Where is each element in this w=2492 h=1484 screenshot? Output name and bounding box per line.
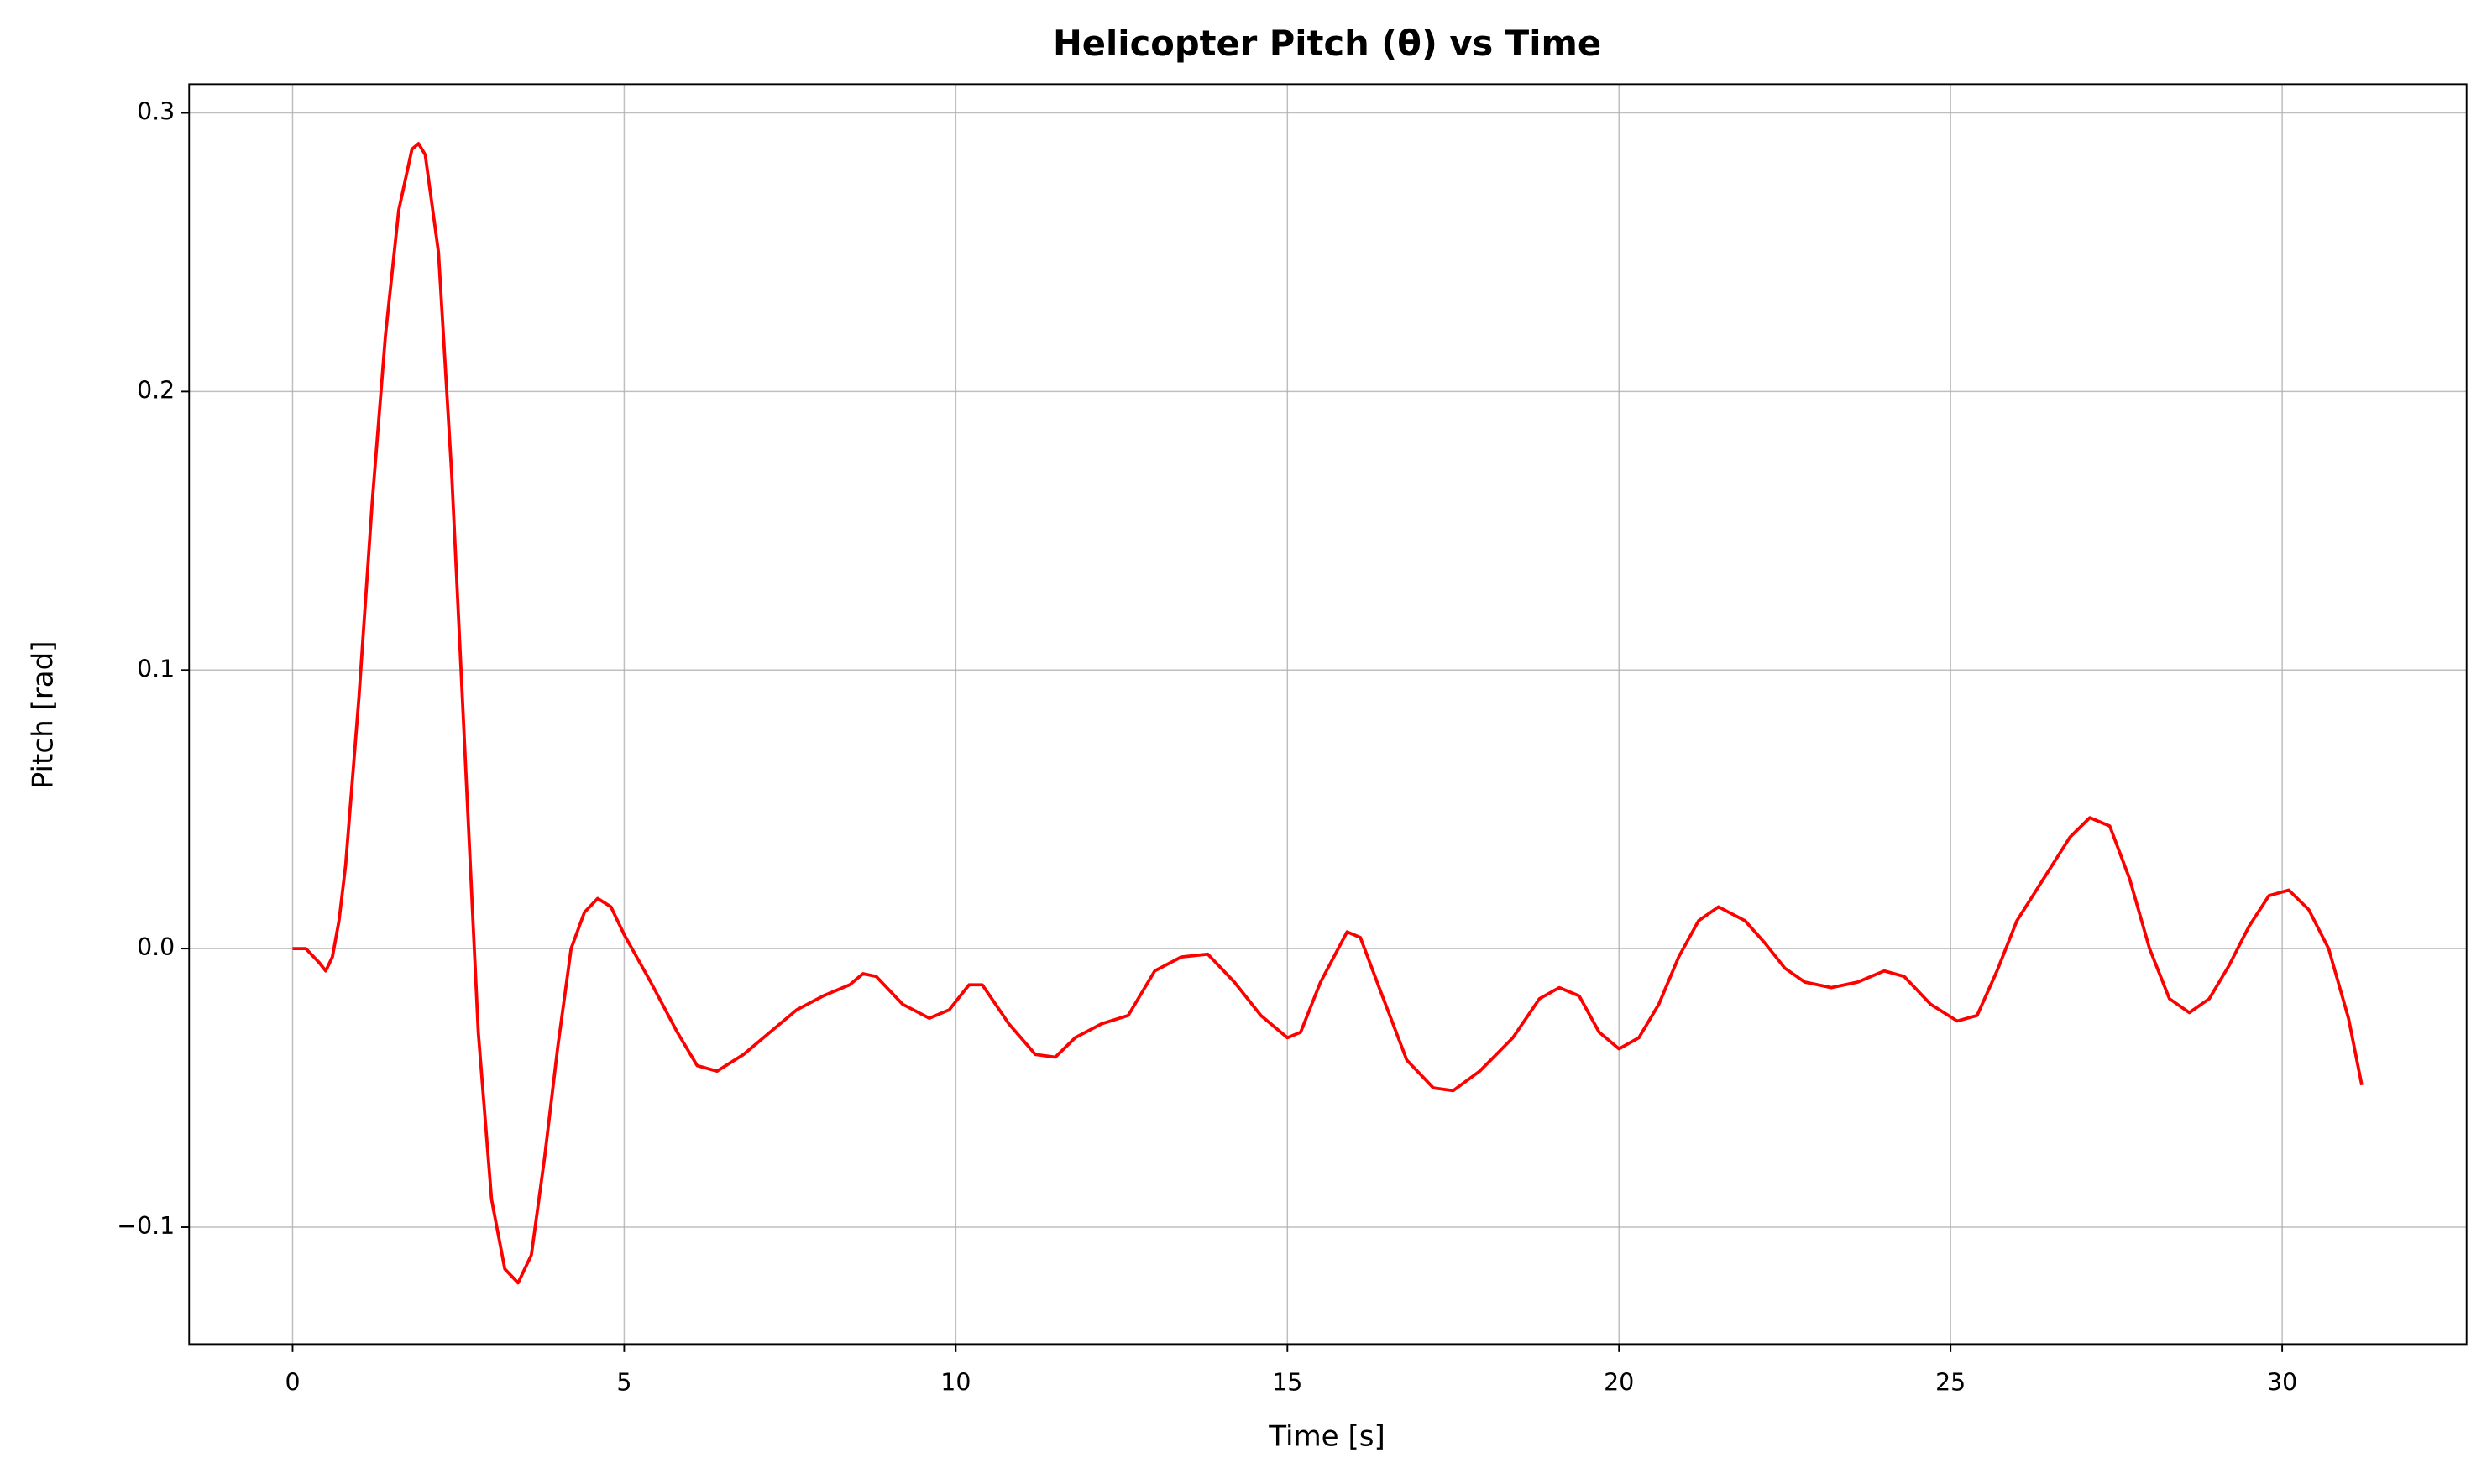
x-tick-label: 25 — [1935, 1369, 1966, 1397]
y-tick-label: 0.1 — [137, 655, 175, 682]
x-axis-label: Time [s] — [1268, 1420, 1385, 1454]
chart-title: Helicopter Pitch (θ) vs Time — [1053, 23, 1601, 64]
y-tick-label: 0.3 — [137, 98, 175, 126]
x-tick-label: 15 — [1272, 1369, 1302, 1397]
y-tick-label: 0.0 — [137, 933, 175, 961]
x-tick-label: 5 — [616, 1369, 631, 1397]
y-tick-label: −0.1 — [117, 1212, 175, 1240]
plot-frame — [188, 83, 2468, 1346]
x-tick-label: 20 — [1604, 1369, 1634, 1397]
y-tick-label: 0.2 — [137, 376, 175, 404]
y-axis-label: Pitch [rad] — [27, 640, 60, 789]
x-tick-label: 30 — [2267, 1369, 2297, 1397]
x-tick-label: 10 — [940, 1369, 971, 1397]
data-line — [292, 142, 2364, 1285]
x-tick-label: 0 — [285, 1369, 300, 1397]
